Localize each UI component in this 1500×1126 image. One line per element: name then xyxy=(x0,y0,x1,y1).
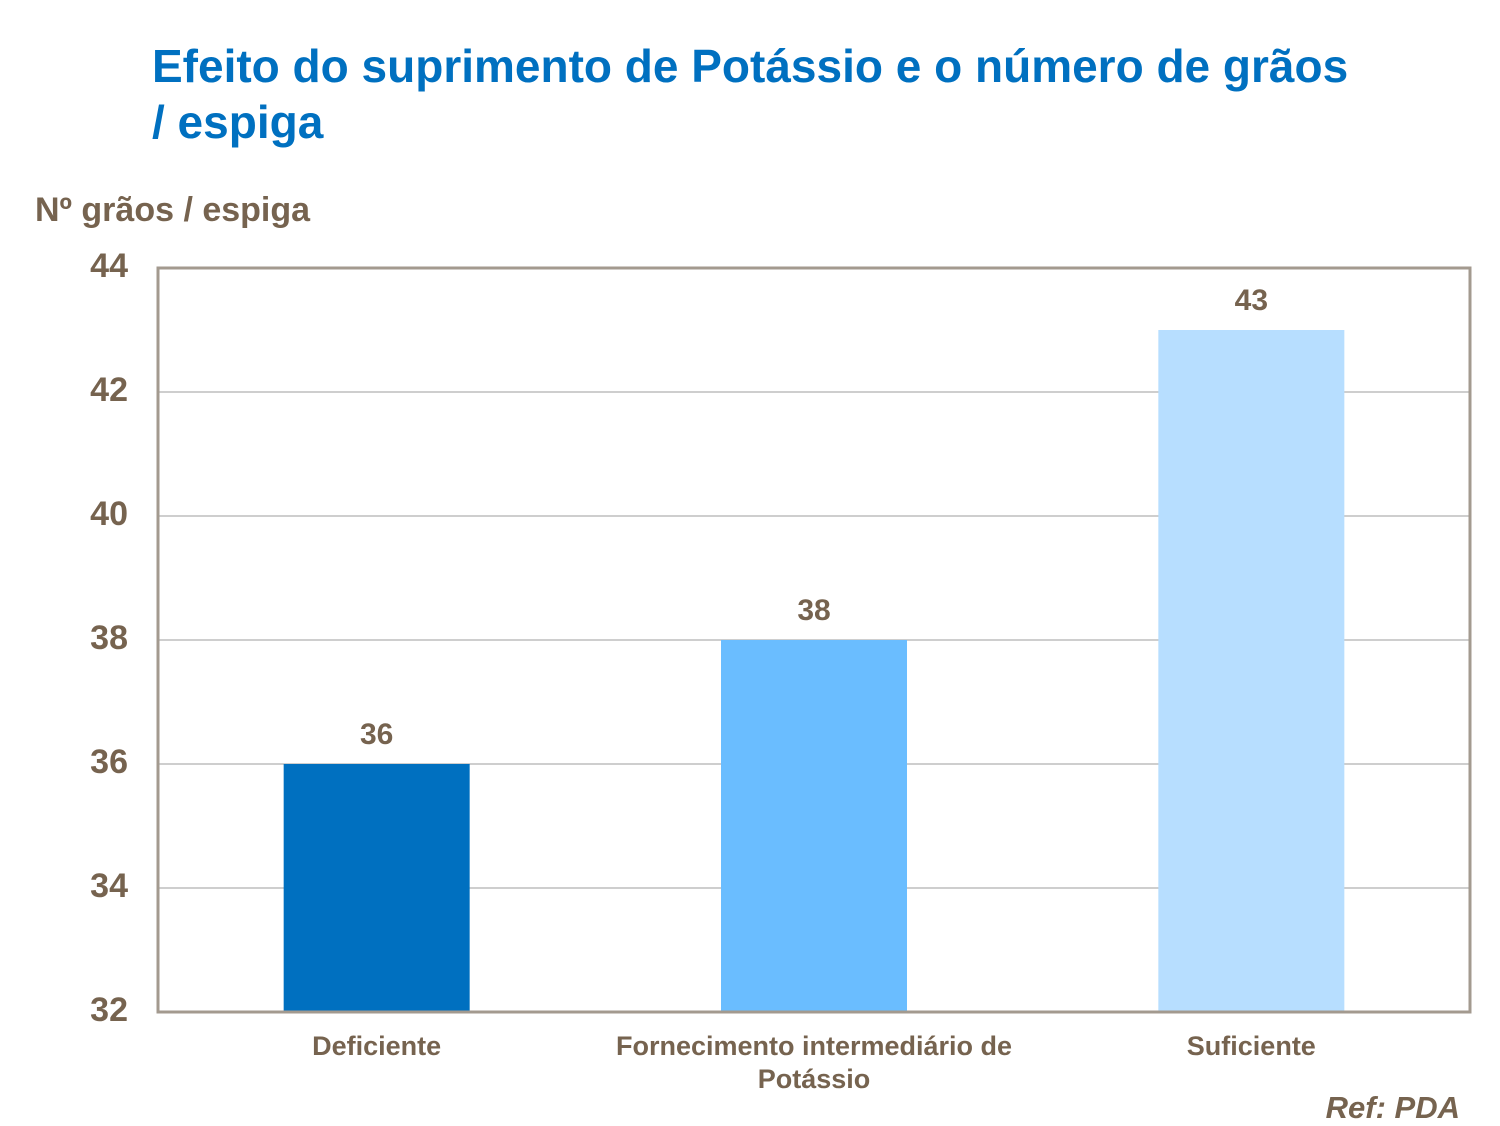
x-tick-label: Suficiente xyxy=(1186,1031,1316,1061)
value-label: 43 xyxy=(1235,284,1268,317)
y-tick-label: 38 xyxy=(90,619,128,657)
bar xyxy=(283,764,470,1012)
value-label: 36 xyxy=(360,718,393,751)
y-axis-label: Nº grãos / espiga xyxy=(35,191,311,229)
y-tick-label: 40 xyxy=(90,495,128,533)
x-tick-label: Deficiente xyxy=(312,1031,442,1061)
chart-title: Efeito do suprimento de Potássio e o núm… xyxy=(152,40,1349,148)
plot-frame xyxy=(156,266,1472,1014)
y-tick-label: 34 xyxy=(90,867,128,905)
y-tick-label: 36 xyxy=(90,743,128,781)
bar xyxy=(1158,330,1345,1012)
y-tick-label: 44 xyxy=(90,247,128,285)
bar xyxy=(721,640,907,1012)
y-tick-label: 32 xyxy=(90,991,128,1029)
value-label: 38 xyxy=(797,594,830,627)
x-tick-label: Fornecimento intermediário de Potássio xyxy=(615,1031,1013,1094)
y-tick-label: 42 xyxy=(90,371,128,409)
source-note: Ref: PDA xyxy=(1325,1090,1460,1125)
